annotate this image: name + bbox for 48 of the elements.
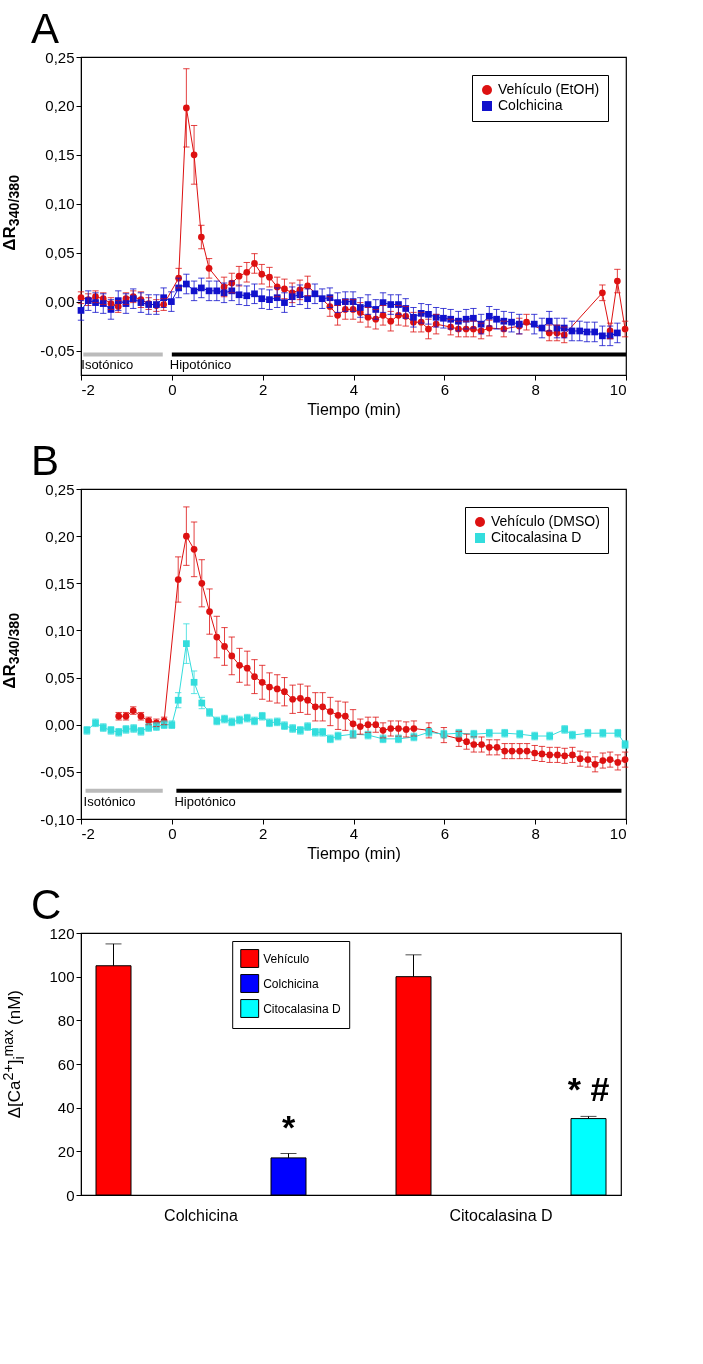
y-tick-label: 100 bbox=[49, 968, 75, 986]
y-tick-label: 60 bbox=[57, 1055, 75, 1073]
x-tick-label: -2 bbox=[81, 380, 95, 398]
y-tick-label: 0,15 bbox=[45, 146, 75, 164]
x-tick-label: 0 bbox=[168, 380, 177, 398]
y-tick-label: 80 bbox=[57, 1011, 75, 1029]
y-tick-label: 0,20 bbox=[45, 527, 75, 545]
x-tick-label: 4 bbox=[349, 824, 359, 842]
legend-label: Vehículo (DMSO) bbox=[491, 513, 600, 529]
x-tick-label: 8 bbox=[531, 824, 540, 842]
y-tick-label: 0 bbox=[66, 1186, 75, 1204]
annotation: Hipotónico bbox=[174, 793, 236, 809]
annotation: Isotónico bbox=[83, 793, 136, 809]
legend-label: Vehículo (EtOH) bbox=[498, 81, 600, 97]
legend-label: Vehículo bbox=[263, 951, 310, 966]
legend-label: Colchicina bbox=[498, 97, 563, 113]
x-tick-label: -2 bbox=[81, 824, 95, 842]
y-tick-label: -0,10 bbox=[40, 810, 75, 828]
x-tick-label: 2 bbox=[258, 824, 268, 842]
x-tick-label: 2 bbox=[258, 380, 268, 398]
legend-label: Citocalasina D bbox=[263, 1001, 341, 1016]
legend-label: Colchicina bbox=[263, 976, 319, 991]
x-tick-label: 10 bbox=[609, 380, 627, 398]
y-tick-label: 40 bbox=[57, 1099, 75, 1117]
y-tick-label: 20 bbox=[57, 1142, 75, 1160]
x-axis-title: Tiempo (min) bbox=[307, 844, 401, 862]
x-tick-label: 4 bbox=[349, 380, 359, 398]
y-tick-label: 0,10 bbox=[45, 621, 75, 639]
y-tick-label: 0,05 bbox=[45, 244, 75, 262]
x-tick-label: 6 bbox=[440, 824, 450, 842]
annotation: Hipotónico bbox=[169, 357, 232, 373]
legend-label: Citocalasina D bbox=[491, 529, 582, 545]
annotation: * bbox=[281, 1107, 296, 1146]
annotation: Isotónico bbox=[81, 357, 134, 373]
x-tick-label: 6 bbox=[440, 380, 450, 398]
y-tick-label: 0,05 bbox=[45, 669, 75, 687]
y-tick-label: 0,00 bbox=[45, 716, 75, 734]
x-axis-title: Tiempo (min) bbox=[307, 400, 401, 418]
y-tick-label: -0,05 bbox=[40, 763, 75, 781]
y-tick-label: 0,15 bbox=[45, 574, 75, 592]
y-tick-label: 0,00 bbox=[45, 293, 75, 311]
x-tick-label: 10 bbox=[609, 824, 627, 842]
y-tick-label: 0,20 bbox=[45, 97, 75, 115]
y-tick-label: -0,05 bbox=[40, 342, 75, 360]
annotation: * # bbox=[567, 1070, 610, 1109]
y-tick-label: 0,10 bbox=[45, 195, 75, 213]
x-tick-label: 8 bbox=[531, 380, 540, 398]
x-tick-label: 0 bbox=[168, 824, 177, 842]
